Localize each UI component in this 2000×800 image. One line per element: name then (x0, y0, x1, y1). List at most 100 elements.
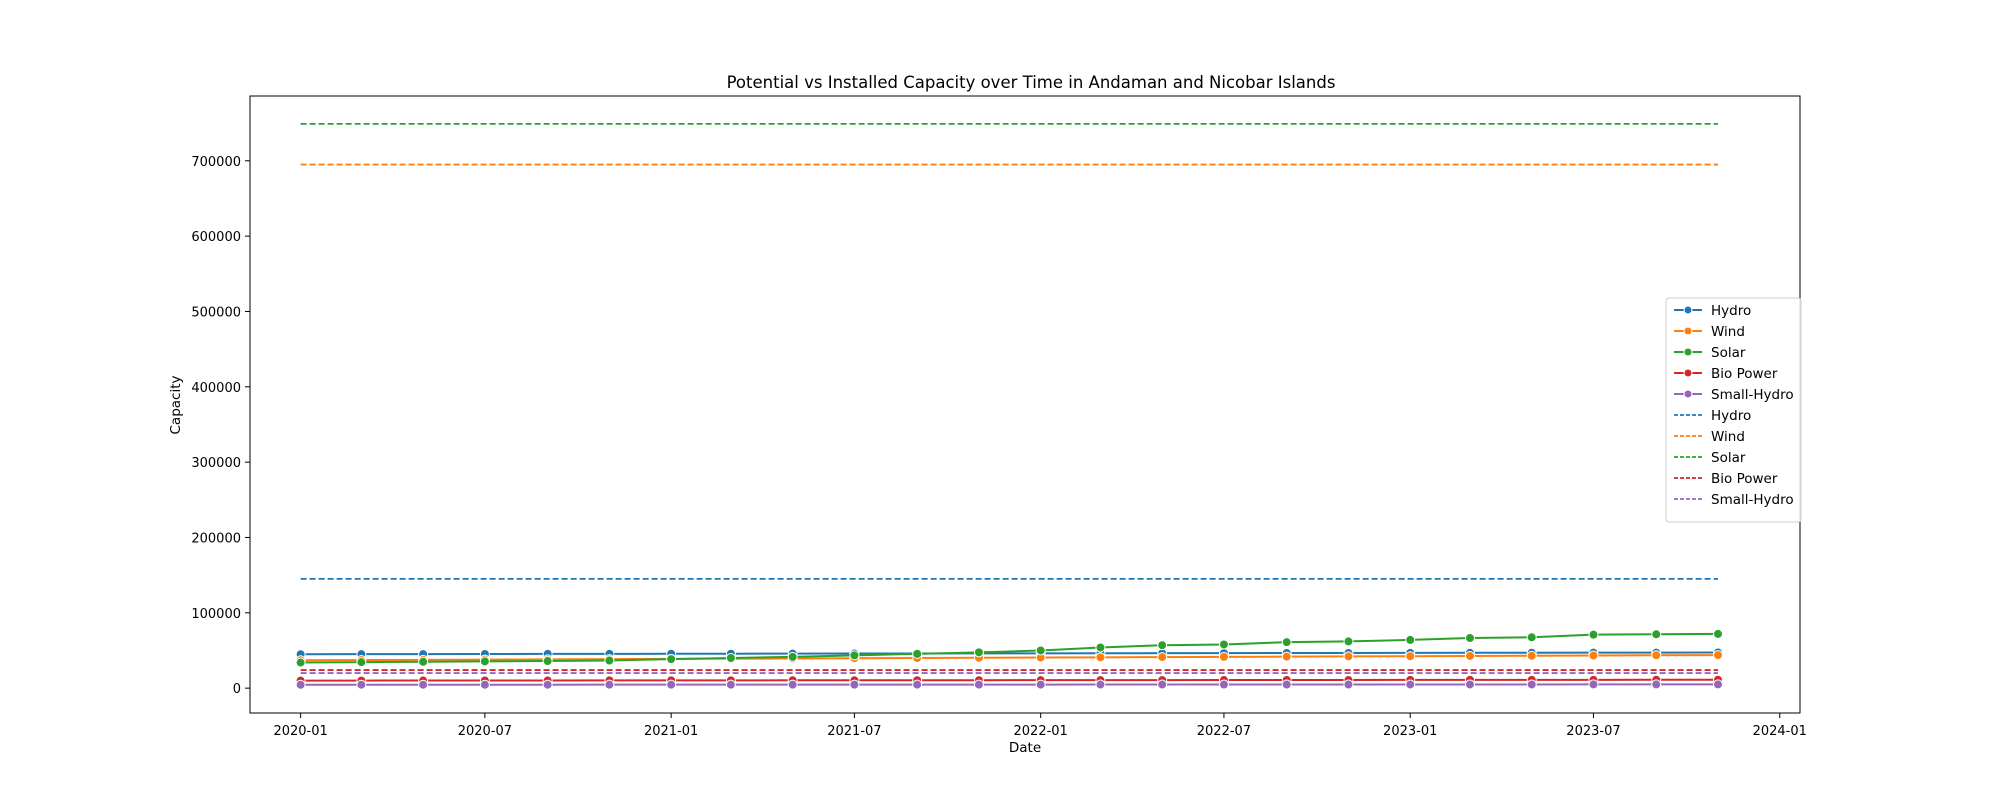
legend-installed-label-2: Solar (1711, 345, 1746, 361)
x-axis-label: Date (1009, 740, 1041, 756)
installed-point-2-23 (1712, 628, 1723, 639)
installed-point-2-4 (542, 656, 553, 667)
x-tick-label-7: 2023-07 (1566, 724, 1620, 739)
legend-potential-label-2: Solar (1711, 450, 1746, 466)
installed-point-4-18 (1405, 679, 1416, 690)
legend-installed-label-3: Bio Power (1711, 366, 1778, 382)
y-tick-label-2: 200000 (191, 531, 241, 546)
installed-point-1-17 (1343, 651, 1354, 662)
installed-line-2 (300, 632, 1719, 664)
installed-series-1 (295, 650, 1723, 666)
legend-installed-marker-0 (1683, 305, 1693, 315)
installed-point-1-22 (1651, 650, 1662, 661)
installed-point-2-2 (418, 656, 429, 667)
installed-point-1-23 (1712, 650, 1723, 661)
installed-point-1-14 (1157, 652, 1168, 663)
y-tick-label-3: 300000 (191, 456, 241, 471)
installed-point-2-11 (973, 647, 984, 658)
installed-point-2-10 (912, 648, 923, 659)
legend-installed-label-1: Wind (1711, 324, 1745, 340)
installed-point-4-19 (1464, 679, 1475, 690)
installed-point-1-13 (1095, 652, 1106, 663)
installed-series-4 (295, 679, 1723, 690)
installed-point-2-9 (849, 650, 860, 661)
y-tick-label-1: 100000 (191, 607, 241, 622)
legend-potential-label-0: Hydro (1711, 408, 1751, 424)
x-tick-label-8: 2024-01 (1753, 724, 1807, 739)
installed-point-4-12 (1035, 679, 1046, 690)
y-tick-label-5: 500000 (191, 305, 241, 320)
installed-point-2-1 (356, 657, 367, 668)
chart-title: Potential vs Installed Capacity over Tim… (727, 73, 1336, 92)
legend-potential-label-1: Wind (1711, 429, 1745, 445)
installed-point-2-7 (725, 653, 736, 664)
legend-potential-label-4: Small-Hydro (1711, 492, 1794, 508)
installed-point-1-19 (1464, 650, 1475, 661)
installed-point-4-17 (1343, 679, 1354, 690)
installed-point-2-17 (1343, 636, 1354, 647)
installed-point-4-21 (1588, 679, 1599, 690)
legend-installed-label-4: Small-Hydro (1711, 387, 1794, 403)
x-axis-ticks: 2020-01 2020-07 2021-01 2021-07 2022-01 2022-… (273, 713, 1807, 739)
installed-point-2-5 (604, 655, 615, 666)
y-axis-label: Capacity (168, 375, 184, 434)
installed-point-4-8 (787, 679, 798, 690)
installed-point-4-1 (356, 679, 367, 690)
legend-installed-marker-1 (1683, 326, 1693, 336)
installed-point-2-19 (1464, 633, 1475, 644)
installed-point-2-8 (787, 651, 798, 662)
installed-point-4-0 (295, 679, 306, 690)
plot-frame (249, 95, 1801, 714)
y-tick-label-0: 0 (233, 682, 241, 697)
y-axis-ticks: 0 100000 200000 300000 400000 500000 600000 700… (191, 155, 250, 697)
installed-point-2-13 (1095, 642, 1106, 653)
installed-point-2-22 (1651, 629, 1662, 640)
y-tick-label-6: 600000 (191, 230, 241, 245)
x-tick-label-0: 2020-01 (273, 724, 327, 739)
x-tick-label-4: 2022-01 (1014, 724, 1068, 739)
installed-point-4-11 (973, 679, 984, 690)
installed-point-2-16 (1281, 637, 1292, 648)
installed-point-2-12 (1035, 645, 1046, 656)
series-layer (295, 122, 1723, 690)
installed-point-2-3 (479, 656, 490, 667)
installed-point-1-20 (1526, 650, 1537, 661)
installed-point-1-16 (1281, 651, 1292, 662)
installed-point-1-15 (1218, 651, 1229, 662)
installed-point-4-22 (1651, 679, 1662, 690)
installed-point-2-18 (1405, 634, 1416, 645)
installed-point-2-6 (666, 654, 677, 665)
y-tick-label-7: 700000 (191, 155, 241, 170)
installed-point-1-18 (1405, 651, 1416, 662)
installed-point-4-10 (912, 679, 923, 690)
legend-installed-label-0: Hydro (1711, 303, 1751, 319)
installed-point-4-5 (604, 679, 615, 690)
x-tick-label-1: 2020-07 (458, 724, 512, 739)
installed-point-4-14 (1157, 679, 1168, 690)
installed-point-4-16 (1281, 679, 1292, 690)
installed-point-4-3 (479, 679, 490, 690)
x-tick-label-3: 2021-07 (827, 724, 881, 739)
installed-series-2 (295, 628, 1723, 668)
legend-box (1665, 297, 1802, 523)
legend-installed-marker-4 (1683, 389, 1693, 399)
installed-point-2-21 (1588, 629, 1599, 640)
installed-point-2-15 (1218, 639, 1229, 650)
installed-line-0 (300, 651, 1718, 656)
legend: Hydro Wind Solar Bio Power Small-Hydro Hydro W… (1665, 297, 1802, 523)
installed-point-4-2 (418, 679, 429, 690)
installed-point-4-15 (1218, 679, 1229, 690)
installed-line-1 (300, 654, 1718, 662)
installed-point-4-9 (849, 679, 860, 690)
installed-point-1-21 (1588, 650, 1599, 661)
installed-point-4-13 (1095, 679, 1106, 690)
installed-point-4-7 (725, 679, 736, 690)
installed-point-4-23 (1712, 679, 1723, 690)
legend-installed-marker-3 (1683, 368, 1693, 378)
installed-point-4-20 (1526, 679, 1537, 690)
installed-point-2-20 (1526, 632, 1537, 643)
installed-line-3 (300, 678, 1718, 682)
y-tick-label-4: 400000 (191, 381, 241, 396)
legend-potential-label-3: Bio Power (1711, 471, 1778, 487)
